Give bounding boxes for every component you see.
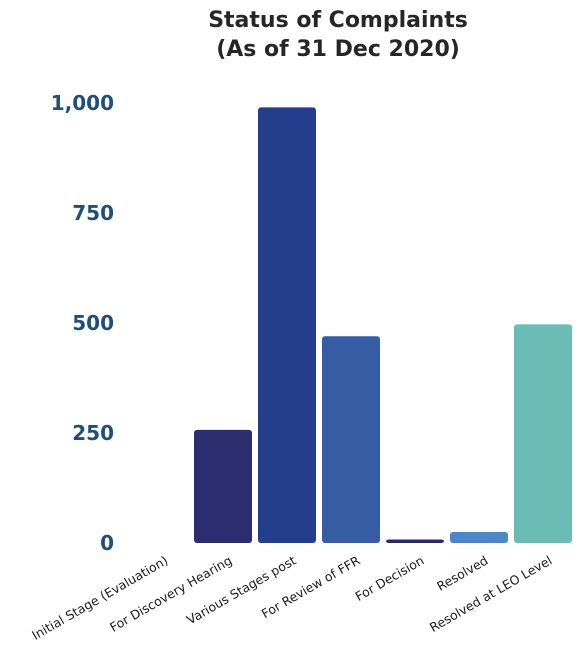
x-axis-ticks: Initial Stage (Evaluation)For Discovery … xyxy=(29,552,554,642)
y-tick-label: 1,000 xyxy=(51,91,114,115)
x-tick-label: For Discovery Hearing xyxy=(107,553,234,635)
bar xyxy=(322,336,380,543)
x-tick-label: Resolved xyxy=(434,553,490,594)
chart-title-line-2: (As of 31 Dec 2020) xyxy=(216,37,460,62)
x-tick-label: Resolved at LEO Level xyxy=(427,553,555,635)
y-tick-label: 500 xyxy=(72,311,114,335)
chart-title-line-1: Status of Complaints xyxy=(208,8,468,33)
y-axis-ticks: 0 250 500 750 1,000 xyxy=(51,91,114,555)
y-tick-label: 750 xyxy=(72,201,114,225)
y-tick-label: 250 xyxy=(72,421,114,445)
y-tick-label: 0 xyxy=(100,531,114,555)
bar xyxy=(450,532,508,543)
bar-series xyxy=(194,107,572,544)
bar xyxy=(386,539,444,543)
bar xyxy=(194,429,252,543)
x-tick-label: For Decision xyxy=(353,553,427,604)
bar xyxy=(258,107,316,544)
x-tick-label: Various Stages post xyxy=(184,553,299,628)
bar xyxy=(514,324,572,543)
